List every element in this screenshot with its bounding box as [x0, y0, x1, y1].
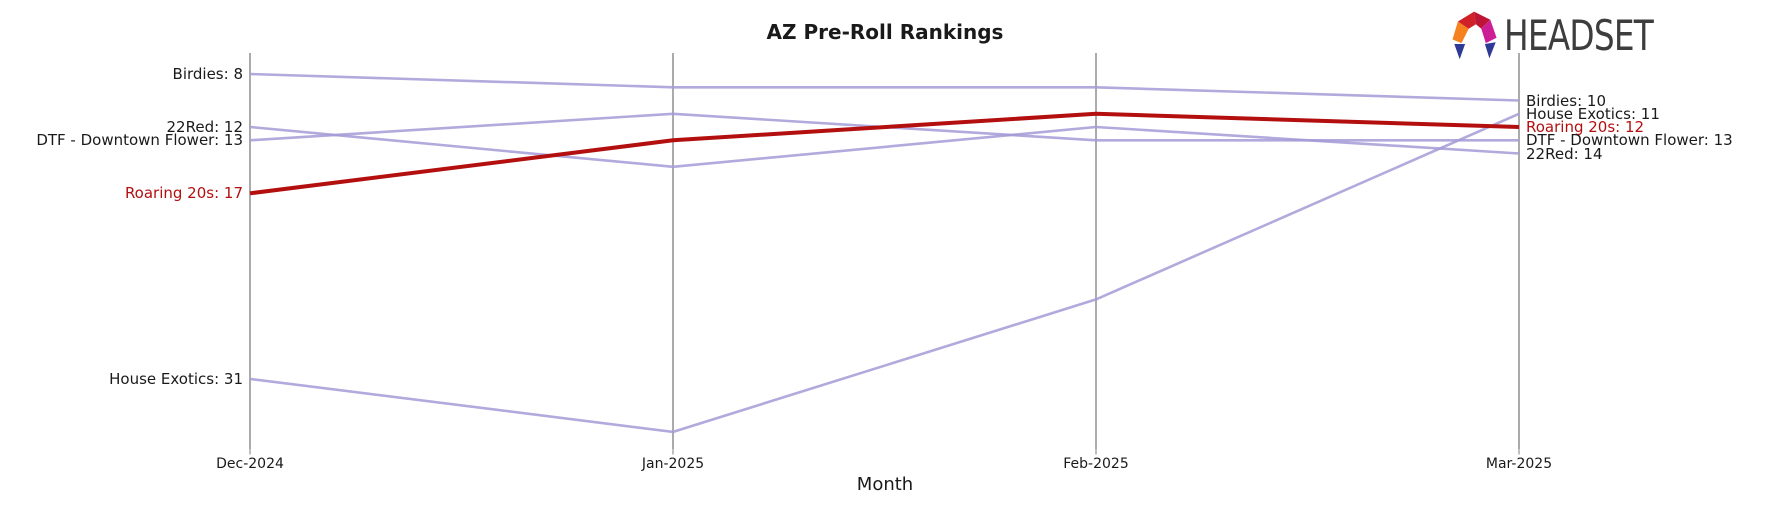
- right-series-label: Roaring 20s: 12: [1526, 118, 1645, 136]
- left-series-label: Birdies: 8: [172, 65, 243, 83]
- right-series-label: House Exotics: 11: [1526, 104, 1660, 123]
- headset-logo: HEADSET: [1448, 6, 1695, 64]
- series-line-house-exotics: [249, 112, 1520, 434]
- series-line-roaring-20s: [249, 111, 1520, 196]
- left-series-label: Roaring 20s: 17: [124, 184, 243, 203]
- x-tick-label-Jan-2025: Jan-2025: [641, 456, 705, 472]
- x-tick-label-Feb-2025: Feb-2025: [1063, 456, 1129, 472]
- chart-title: AZ Pre-Roll Rankings: [766, 20, 1004, 44]
- right-series-label: 22Red: 14: [1526, 144, 1603, 163]
- right-series-label: Birdies: 10: [1526, 91, 1607, 110]
- left-series-label: DTF - Downtown Flower: 13: [36, 131, 243, 150]
- right-series-label: DTF - Downtown Flower: 13: [1526, 131, 1733, 150]
- left-series-label: House Exotics: 31: [109, 369, 243, 388]
- left-series-label: 22Red: 12: [166, 118, 244, 136]
- x-tick-label-Dec-2024: Dec-2024: [216, 456, 284, 472]
- headset-logo-icon: [1452, 11, 1497, 60]
- x-tick-label-Mar-2025: Mar-2025: [1485, 456, 1553, 472]
- headset-logo-text: HEADSET: [1504, 10, 1654, 60]
- series-line-22red: [249, 125, 1520, 169]
- series-line-birdies: [249, 72, 1520, 102]
- x-axis-title: Month: [856, 474, 914, 495]
